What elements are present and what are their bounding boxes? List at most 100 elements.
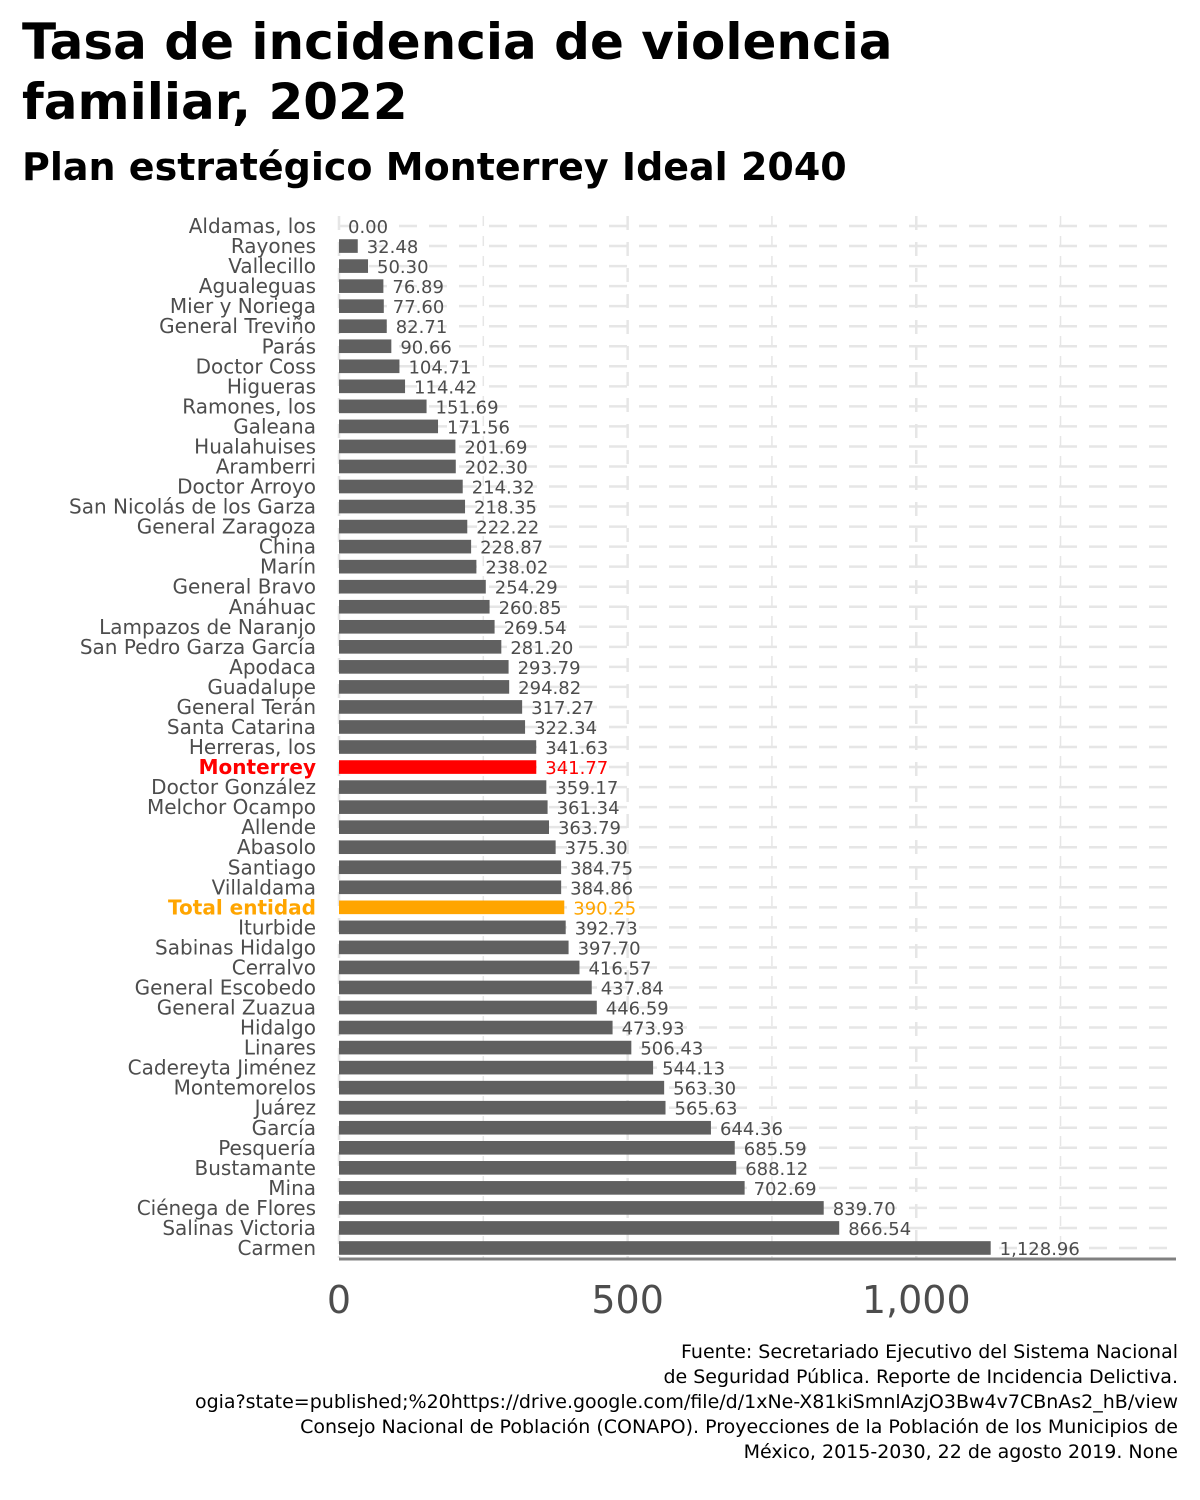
bar [339, 339, 392, 354]
bar [339, 960, 580, 975]
category-label: Bustamante [195, 1156, 316, 1180]
category-label: Sabinas Hidalgo [155, 935, 316, 959]
category-label: Abasolo [237, 835, 316, 859]
source-line: México, 2015-2030, 22 de agosto 2019. No… [743, 1441, 1178, 1463]
value-label: 473.93 [622, 1019, 685, 1040]
value-label: 359.17 [555, 778, 618, 799]
value-label: 104.71 [408, 357, 471, 378]
value-label: 644.36 [720, 1119, 783, 1140]
category-label: General Escobedo [135, 975, 316, 999]
category-label: Santiago [228, 855, 316, 879]
x-tick-label: 500 [591, 1278, 664, 1322]
bar [339, 1181, 745, 1195]
category-label: San Pedro Garza García [80, 635, 316, 659]
value-label: 384.75 [570, 858, 633, 879]
category-label: San Nicolás de los Garza [69, 495, 316, 519]
bar [339, 880, 562, 895]
value-label: 688.12 [745, 1159, 808, 1180]
value-label: 201.69 [464, 437, 527, 458]
bar [339, 559, 477, 574]
source-note: Fuente: Secretariado Ejecutivo del Siste… [0, 1340, 1178, 1465]
category-label: Pesquería [218, 1136, 316, 1160]
value-label: 390.25 [573, 898, 636, 919]
category-label: General Treviño [159, 314, 316, 338]
value-label: 375.30 [565, 838, 628, 859]
value-label: 254.29 [495, 578, 558, 599]
bar [339, 299, 384, 313]
category-label: Mier y Noriega [170, 294, 316, 318]
bar [339, 700, 523, 714]
value-label: 294.82 [518, 678, 581, 699]
bar [339, 640, 502, 654]
category-label: Hualahuises [194, 434, 316, 458]
x-tick-label: 1,000 [862, 1278, 971, 1322]
value-label: 685.59 [744, 1139, 807, 1160]
category-label: Montemorelos [174, 1076, 316, 1100]
value-label: 114.42 [414, 377, 477, 398]
category-label: General Bravo [173, 575, 316, 599]
value-label: 32.48 [367, 237, 419, 258]
category-label: García [252, 1116, 316, 1140]
value-label: 506.43 [640, 1039, 703, 1060]
value-label: 322.34 [534, 718, 597, 739]
value-label: 269.54 [504, 618, 567, 639]
source-line: ogia?state=published;%20https://drive.go… [194, 1391, 1178, 1413]
value-label: 281.20 [510, 638, 573, 659]
source-line: Consejo Nacional de Población (CONAPO). … [300, 1416, 1178, 1438]
bar [339, 680, 510, 694]
bar [339, 760, 537, 774]
value-label: 317.27 [531, 698, 594, 719]
bar [339, 1000, 597, 1015]
value-label: 839.70 [833, 1199, 896, 1220]
bar [339, 840, 556, 855]
value-label: 90.66 [400, 337, 452, 358]
value-label: 446.59 [606, 999, 669, 1020]
bar [339, 259, 369, 273]
category-label: Parás [262, 334, 316, 358]
category-label: Linares [244, 1036, 316, 1060]
category-label: Vallecillo [228, 254, 316, 278]
value-label: 563.30 [673, 1079, 736, 1100]
category-label: Marín [260, 555, 316, 579]
value-label: 222.22 [476, 518, 539, 539]
value-label: 866.54 [848, 1219, 911, 1240]
category-label: Juárez [253, 1096, 316, 1120]
category-label: Hidalgo [240, 1016, 316, 1040]
value-label: 214.32 [472, 478, 535, 499]
bar [339, 499, 466, 514]
category-label: Galeana [233, 414, 316, 438]
bar [339, 539, 472, 554]
category-label: Total entidad [168, 895, 316, 919]
category-label: General Zaragoza [137, 515, 316, 539]
category-label: General Terán [177, 695, 316, 719]
bar [339, 740, 537, 754]
category-label: General Zuazua [157, 996, 316, 1020]
bar [339, 439, 456, 454]
bar [339, 980, 592, 995]
category-label: Monterrey [199, 755, 316, 779]
value-label: 1,128.96 [1000, 1239, 1080, 1260]
bar [339, 1040, 632, 1055]
category-label: Doctor Arroyo [177, 475, 316, 499]
value-label: 151.69 [436, 397, 499, 418]
bar [339, 379, 406, 394]
category-label: Allende [241, 815, 316, 839]
category-label: Melchor Ocampo [147, 795, 316, 819]
category-label: Doctor Coss [196, 354, 316, 378]
bar [339, 459, 456, 474]
bar [339, 359, 400, 374]
category-label: Aldamas, los [189, 214, 316, 238]
bar [339, 720, 526, 734]
value-label: 437.84 [601, 978, 664, 999]
value-label: 341.63 [545, 738, 608, 759]
bar [339, 1080, 665, 1095]
bar [339, 780, 547, 794]
category-label: Higueras [227, 374, 316, 398]
chart-title: Tasa de incidencia de violencia familiar… [22, 13, 893, 131]
value-label: 544.13 [662, 1059, 725, 1080]
bar [339, 1140, 735, 1155]
value-label: 397.70 [578, 938, 641, 959]
category-label: Aramberri [216, 454, 316, 478]
bar [339, 820, 549, 834]
category-label: Iturbide [238, 915, 316, 939]
